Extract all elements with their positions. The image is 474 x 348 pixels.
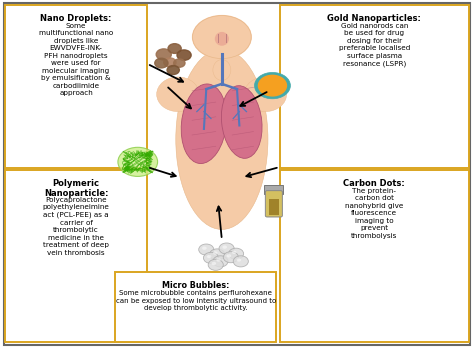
Ellipse shape xyxy=(244,77,287,112)
Circle shape xyxy=(173,59,185,67)
Text: Gold Nanoparticles:: Gold Nanoparticles: xyxy=(328,14,421,23)
Text: Polycaprolactone
polyethyleneimine
act (PCL-PEE) as a
carrier of
thrombolytic
me: Polycaprolactone polyethyleneimine act (… xyxy=(43,197,109,256)
Circle shape xyxy=(216,258,221,262)
Text: Carbon Dots:: Carbon Dots: xyxy=(344,179,405,188)
Text: Some
multifunctional nano
droplets like
EWVDVFE-INK-
PFH nanodroplets
were used : Some multifunctional nano droplets like … xyxy=(39,23,113,96)
FancyBboxPatch shape xyxy=(269,199,279,215)
Circle shape xyxy=(219,243,234,254)
Circle shape xyxy=(207,255,211,258)
Circle shape xyxy=(164,58,176,67)
Circle shape xyxy=(222,245,227,249)
Circle shape xyxy=(255,72,291,99)
Circle shape xyxy=(233,256,248,267)
Ellipse shape xyxy=(181,84,227,164)
Circle shape xyxy=(203,252,219,263)
Ellipse shape xyxy=(213,60,231,80)
Text: The protein-
carbon dot
nanohybrid give
fluorescence
imaging to
prevent
thrombol: The protein- carbon dot nanohybrid give … xyxy=(345,188,403,239)
Text: Nano Droplets:: Nano Droplets: xyxy=(40,14,112,23)
Ellipse shape xyxy=(176,49,268,229)
Ellipse shape xyxy=(156,77,199,112)
Circle shape xyxy=(199,244,214,255)
FancyBboxPatch shape xyxy=(280,5,469,168)
Circle shape xyxy=(213,256,228,267)
Circle shape xyxy=(232,251,237,254)
Ellipse shape xyxy=(215,32,229,46)
Circle shape xyxy=(258,75,286,96)
FancyBboxPatch shape xyxy=(264,185,283,194)
Circle shape xyxy=(211,262,216,265)
Text: Polymeric
Nanoparticle:: Polymeric Nanoparticle: xyxy=(44,179,109,198)
FancyBboxPatch shape xyxy=(5,170,147,342)
FancyBboxPatch shape xyxy=(5,5,147,168)
Circle shape xyxy=(168,44,181,53)
Circle shape xyxy=(156,49,171,60)
FancyBboxPatch shape xyxy=(265,191,283,217)
Circle shape xyxy=(210,249,225,260)
Text: Micro Bubbles:: Micro Bubbles: xyxy=(162,281,229,290)
FancyBboxPatch shape xyxy=(115,272,276,342)
Circle shape xyxy=(167,65,179,74)
Circle shape xyxy=(237,258,241,262)
Circle shape xyxy=(202,246,207,250)
Circle shape xyxy=(213,251,218,255)
Circle shape xyxy=(177,50,191,60)
Circle shape xyxy=(155,58,168,68)
Circle shape xyxy=(192,16,251,58)
Text: Some microbubble contains perflurohexane
can be exposed to low intensity ultraso: Some microbubble contains perflurohexane… xyxy=(116,290,276,311)
FancyBboxPatch shape xyxy=(4,3,470,345)
Circle shape xyxy=(223,252,238,263)
Circle shape xyxy=(208,259,223,270)
Circle shape xyxy=(228,248,244,259)
Text: Gold nanorods can
be used for drug
dosing for their
preferable localised
surface: Gold nanorods can be used for drug dosin… xyxy=(338,23,410,66)
Circle shape xyxy=(118,147,157,176)
FancyBboxPatch shape xyxy=(280,170,469,342)
Circle shape xyxy=(227,254,231,258)
Ellipse shape xyxy=(221,86,262,158)
